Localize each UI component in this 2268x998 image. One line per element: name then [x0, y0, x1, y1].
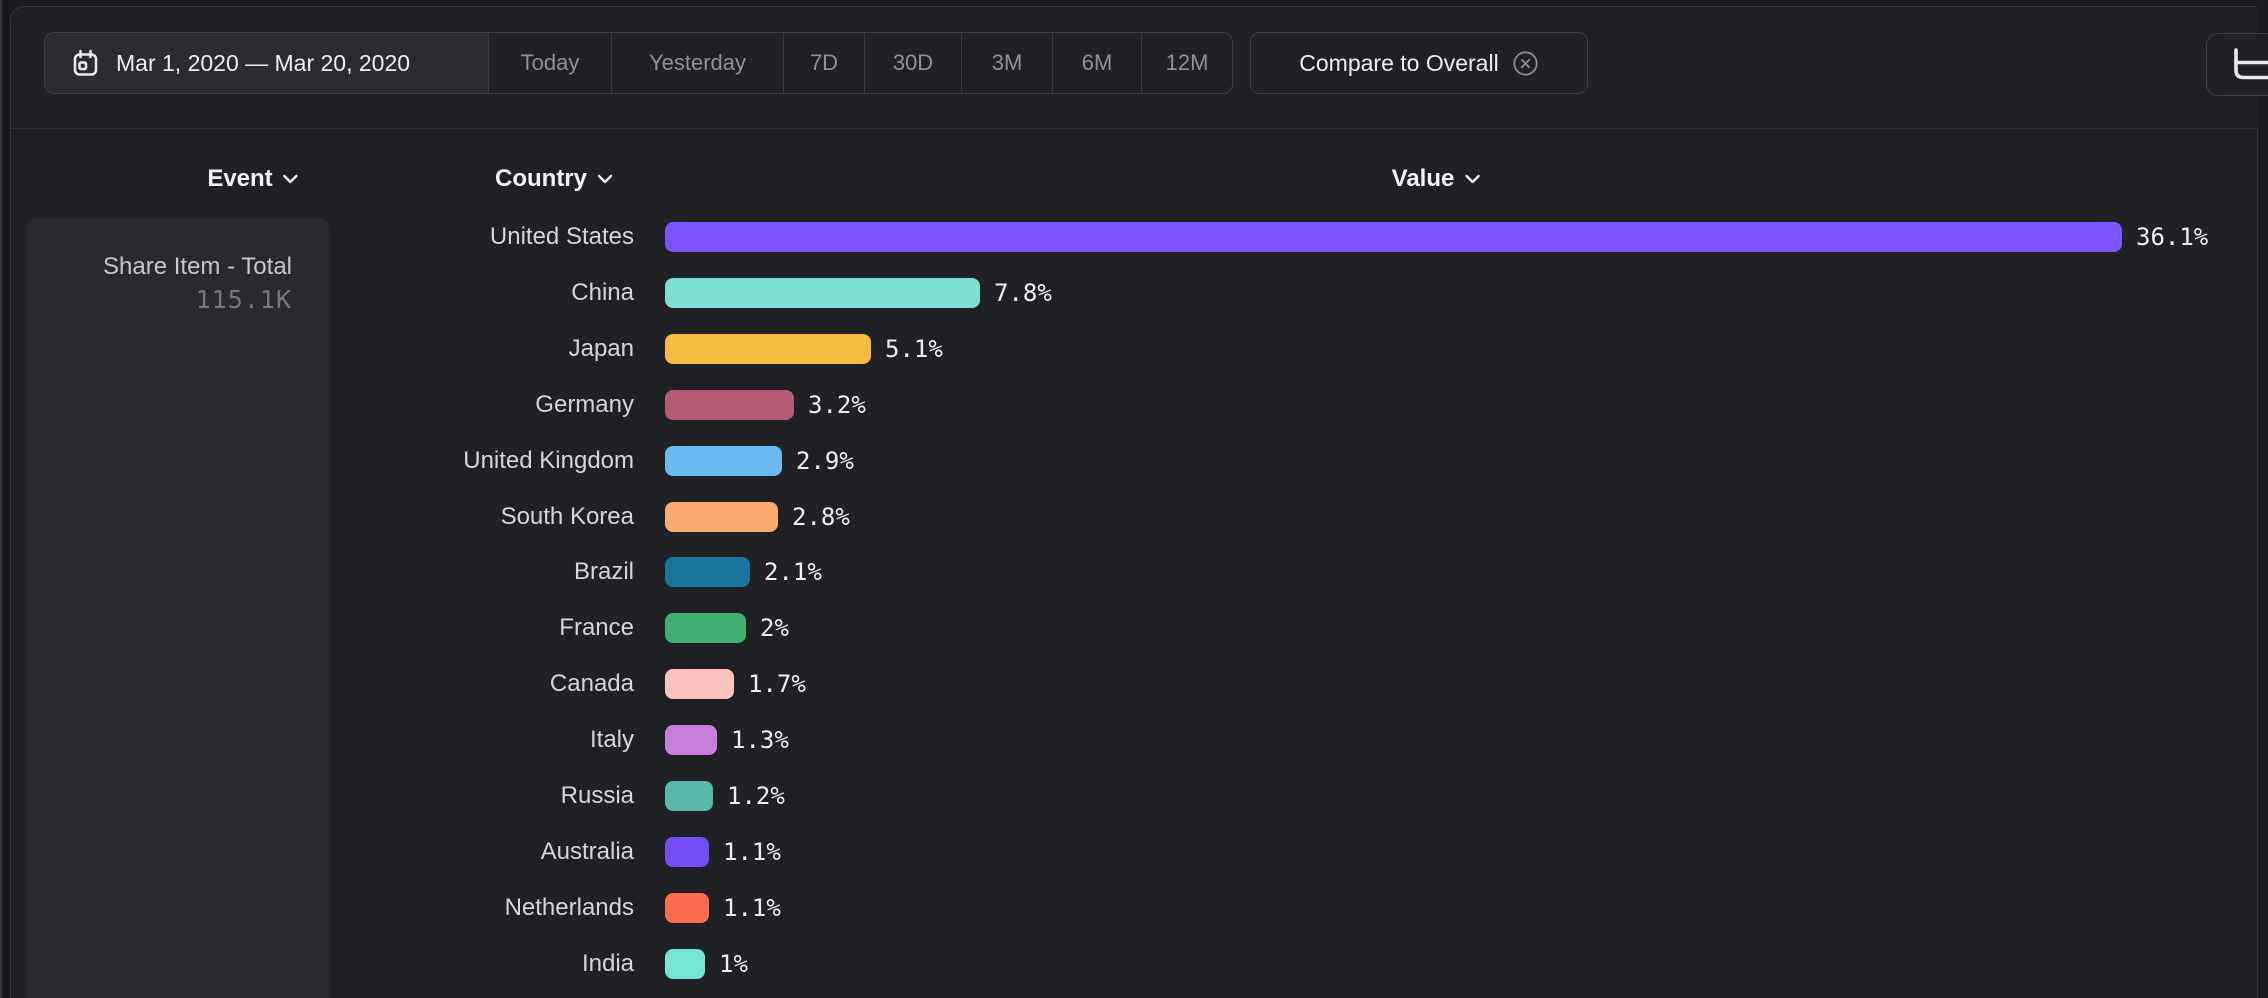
- country-label: Netherlands: [504, 894, 634, 922]
- country-bar[interactable]: [665, 333, 871, 364]
- country-bar[interactable]: [665, 445, 782, 476]
- event-name: Share Item - Total: [103, 253, 292, 280]
- horizontal-bar-chart-icon: [2224, 47, 2268, 82]
- value-label: 2%: [760, 614, 789, 643]
- country-bar[interactable]: [665, 948, 705, 979]
- country-label: Canada: [549, 670, 634, 698]
- value-label: 1.7%: [748, 670, 806, 699]
- chart-row: Japan 5.1%: [340, 321, 2208, 377]
- column-header-event-label: Event: [207, 165, 273, 192]
- country-bar[interactable]: [665, 501, 778, 532]
- dashboard-panel: [10, 6, 2257, 998]
- preset-7d-button[interactable]: 7D: [783, 33, 864, 93]
- chart-row: United States 36.1%: [340, 209, 2208, 265]
- preset-yesterday-button[interactable]: Yesterday: [611, 33, 783, 93]
- chart-row: India 1%: [340, 936, 2208, 992]
- value-label: 36.1%: [2136, 222, 2209, 251]
- event-total-count: 115.1K: [195, 285, 292, 314]
- country-bar[interactable]: [665, 669, 734, 700]
- column-header-event[interactable]: Event: [207, 163, 298, 195]
- preset-30d-button[interactable]: 30D: [864, 33, 961, 93]
- value-label: 2.9%: [796, 446, 854, 475]
- chart-row: Netherlands 1.1%: [340, 880, 2208, 936]
- chevron-down-icon: [597, 174, 613, 184]
- chart-row: South Korea 2.8%: [340, 489, 2208, 545]
- value-label: 3.2%: [808, 390, 866, 419]
- chart-row: China 7.8%: [340, 265, 2208, 321]
- preset-6m-button[interactable]: 6M: [1052, 33, 1141, 93]
- column-header-country-label: Country: [495, 165, 587, 192]
- chevron-down-icon: [283, 174, 299, 184]
- value-label: 2.8%: [792, 502, 850, 531]
- column-header-value[interactable]: Value: [1392, 163, 1481, 195]
- chart-row: Russia 1.2%: [340, 768, 2208, 824]
- compare-to-overall-chip[interactable]: Compare to Overall: [1250, 32, 1588, 94]
- chart-row: United Kingdom 2.9%: [340, 433, 2208, 489]
- country-label: Italy: [589, 726, 634, 754]
- event-card[interactable]: Share Item - Total 115.1K: [26, 218, 330, 998]
- chevron-down-icon: [1464, 174, 1480, 184]
- calendar-icon: [72, 49, 99, 78]
- bar-chart: United States 36.1% China 7.8% Japan 5.1…: [340, 209, 2208, 992]
- value-label: 1.1%: [723, 894, 781, 923]
- country-label: India: [581, 949, 634, 977]
- country-bar[interactable]: [665, 893, 709, 924]
- country-label: Germany: [535, 390, 634, 418]
- country-label: France: [559, 614, 634, 642]
- chart-type-button[interactable]: [2206, 33, 2268, 96]
- country-label: Japan: [568, 334, 634, 362]
- country-bar[interactable]: [665, 277, 980, 308]
- chart-row: Australia 1.1%: [340, 824, 2208, 880]
- content-right-border: [2257, 128, 2258, 998]
- country-bar[interactable]: [665, 613, 746, 644]
- country-label: United States: [489, 222, 634, 250]
- page-left-accent: [0, 0, 2, 998]
- date-range-button[interactable]: Mar 1, 2020 — Mar 20, 2020: [45, 33, 488, 93]
- chart-row: Canada 1.7%: [340, 656, 2208, 712]
- date-range-control: Mar 1, 2020 — Mar 20, 2020 Today Yesterd…: [44, 32, 1233, 94]
- country-label: Russia: [560, 782, 634, 810]
- value-label: 7.8%: [994, 278, 1052, 307]
- column-header-country[interactable]: Country: [495, 163, 613, 195]
- toolbar-divider: [11, 128, 2257, 129]
- country-label: South Korea: [500, 502, 634, 530]
- country-bar[interactable]: [665, 781, 713, 812]
- value-label: 1.2%: [727, 782, 785, 811]
- preset-3m-button[interactable]: 3M: [961, 33, 1052, 93]
- country-bar[interactable]: [665, 837, 709, 868]
- country-bar[interactable]: [665, 389, 794, 420]
- country-bar[interactable]: [665, 725, 717, 756]
- country-label: Australia: [540, 838, 634, 866]
- country-label: United Kingdom: [463, 446, 634, 474]
- value-label: 1.1%: [723, 838, 781, 867]
- chart-row: Italy 1.3%: [340, 712, 2208, 768]
- preset-today-button[interactable]: Today: [488, 33, 611, 93]
- preset-12m-button[interactable]: 12M: [1141, 33, 1232, 93]
- column-header-value-label: Value: [1391, 165, 1455, 192]
- circle-x-icon[interactable]: [1512, 50, 1539, 77]
- value-label: 2.1%: [764, 558, 822, 587]
- chart-row: Brazil 2.1%: [340, 545, 2208, 601]
- country-bar[interactable]: [665, 221, 2122, 252]
- compare-to-overall-label: Compare to Overall: [1299, 49, 1499, 76]
- date-range-label: Mar 1, 2020 — Mar 20, 2020: [116, 49, 411, 76]
- country-label: China: [571, 278, 634, 306]
- value-label: 1.3%: [731, 726, 789, 755]
- country-bar[interactable]: [665, 557, 750, 588]
- chart-row: Germany 3.2%: [340, 377, 2208, 433]
- country-label: Brazil: [573, 558, 634, 586]
- chart-row: France 2%: [340, 600, 2208, 656]
- value-label: 1%: [719, 949, 748, 978]
- value-label: 5.1%: [885, 334, 943, 363]
